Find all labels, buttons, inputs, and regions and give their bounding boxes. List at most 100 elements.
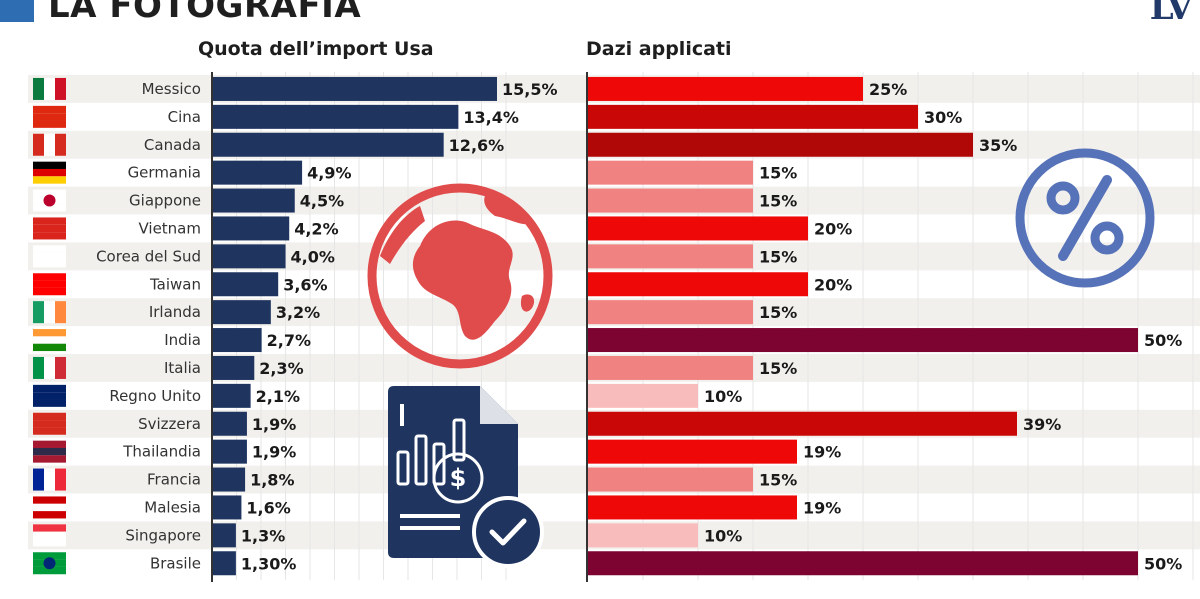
import-bar <box>212 523 236 548</box>
flag-icon <box>33 161 66 184</box>
import-bar <box>212 355 255 380</box>
tariff-bar <box>588 551 1138 576</box>
import-bar <box>212 76 497 101</box>
flag-icon <box>33 496 66 519</box>
flag-icon <box>33 105 66 128</box>
tariff-value-label: 10% <box>704 526 742 545</box>
import-value-label: 1,30% <box>241 554 297 573</box>
document-chart-icon: $ <box>388 386 544 568</box>
import-value-label: 1,9% <box>252 443 296 462</box>
tariff-value-label: 20% <box>814 219 852 238</box>
import-bar <box>212 132 444 157</box>
import-share-title: Quota dell’import Usa <box>198 38 434 60</box>
tariff-value-label: 10% <box>704 387 742 406</box>
import-value-label: 2,7% <box>267 331 311 350</box>
import-bar <box>212 551 236 576</box>
country-label: Vietnam <box>138 219 201 237</box>
flag-icon <box>33 552 66 575</box>
import-bar <box>212 160 303 185</box>
import-value-label: 1,8% <box>250 471 294 490</box>
tariff-value-label: 15% <box>759 164 797 183</box>
tariff-value-label: 15% <box>759 359 797 378</box>
tariff-bar <box>588 300 753 325</box>
flag-icon <box>33 133 66 156</box>
tariff-value-label: 15% <box>759 303 797 322</box>
tariff-bar <box>588 383 698 408</box>
tariff-value-label: 15% <box>759 247 797 266</box>
country-label: Taiwan <box>149 275 201 293</box>
country-label: Regno Unito <box>109 387 201 405</box>
country-label: Malesia <box>144 498 201 516</box>
tariffs-title: Dazi applicati <box>586 38 732 60</box>
country-label: Giappone <box>129 192 201 210</box>
import-bar <box>212 467 246 492</box>
country-label: Svizzera <box>138 415 201 433</box>
import-value-label: 4,9% <box>307 164 351 183</box>
flag-icon <box>33 301 66 324</box>
tariff-value-label: 50% <box>1144 331 1182 350</box>
tariff-bar <box>588 411 1017 436</box>
import-value-label: 4,0% <box>291 247 335 266</box>
tariff-bar <box>588 355 753 380</box>
tariff-value-label: 19% <box>803 443 841 462</box>
tariff-value-label: 35% <box>979 136 1017 155</box>
flag-icon <box>33 412 66 435</box>
flag-icon <box>33 384 66 407</box>
import-bar <box>212 244 286 269</box>
svg-text:$: $ <box>450 464 467 492</box>
title-accent-bar <box>0 0 34 22</box>
import-value-label: 4,5% <box>300 192 344 211</box>
tariff-value-label: 20% <box>814 275 852 294</box>
import-bar <box>212 216 290 241</box>
tariff-bar <box>588 76 863 101</box>
country-label: Irlanda <box>149 303 201 321</box>
import-value-label: 2,1% <box>256 387 300 406</box>
tariff-bar <box>588 104 918 129</box>
tariff-value-label: 19% <box>803 498 841 517</box>
import-bar <box>212 439 247 464</box>
tariff-bar <box>588 523 698 548</box>
tariff-bars: 25% 30% 35% 15% 15% 20% 15% 20% 15% 50% 15% 10% 39% 1… <box>588 76 1182 576</box>
tariff-value-label: 15% <box>759 192 797 211</box>
country-label: Germania <box>128 164 201 182</box>
percent-icon <box>1015 148 1155 288</box>
country-labels: Messico Cina Canada Germania Giappone Vietnam… <box>96 80 201 572</box>
import-bar <box>212 104 459 129</box>
import-bar <box>212 495 242 520</box>
import-value-label: 2,3% <box>259 359 303 378</box>
flag-icon <box>33 77 66 100</box>
country-label: Singapore <box>125 526 201 544</box>
country-label: Brasile <box>150 554 201 572</box>
tariff-value-label: 15% <box>759 471 797 490</box>
import-value-label: 13,4% <box>463 108 519 127</box>
import-value-label: 3,2% <box>276 303 320 322</box>
flag-icon <box>33 245 66 268</box>
import-bar <box>212 300 271 325</box>
flag-icon <box>33 524 66 547</box>
flag-icon <box>33 273 66 296</box>
publisher-logo: LV <box>1149 0 1193 28</box>
import-value-label: 1,9% <box>252 415 296 434</box>
country-label: India <box>164 331 201 349</box>
import-bar <box>212 411 247 436</box>
country-label: Cina <box>168 108 201 126</box>
country-label: Italia <box>164 359 201 377</box>
tariff-bar <box>588 495 797 520</box>
country-label: Corea del Sud <box>96 247 201 265</box>
tariff-value-label: 50% <box>1144 554 1182 573</box>
import-value-label: 1,3% <box>241 526 285 545</box>
flag-icon <box>33 217 66 240</box>
import-bar <box>212 328 262 353</box>
import-value-label: 4,2% <box>294 219 338 238</box>
tariff-value-label: 25% <box>869 80 907 99</box>
country-label: Thailandia <box>122 443 201 461</box>
country-label: Francia <box>147 471 201 489</box>
flag-icon <box>33 329 66 352</box>
tariff-bar <box>588 216 808 241</box>
tariff-bar <box>588 132 973 157</box>
import-bar <box>212 383 251 408</box>
tariff-bar <box>588 439 797 464</box>
import-share-bars: 15,5% 13,4% 12,6% 4,9% 4,5% 4,2% 4,0% 3,6% 3,2% 2… <box>212 76 558 576</box>
page-title: LA FOTOGRAFIA <box>48 0 362 26</box>
